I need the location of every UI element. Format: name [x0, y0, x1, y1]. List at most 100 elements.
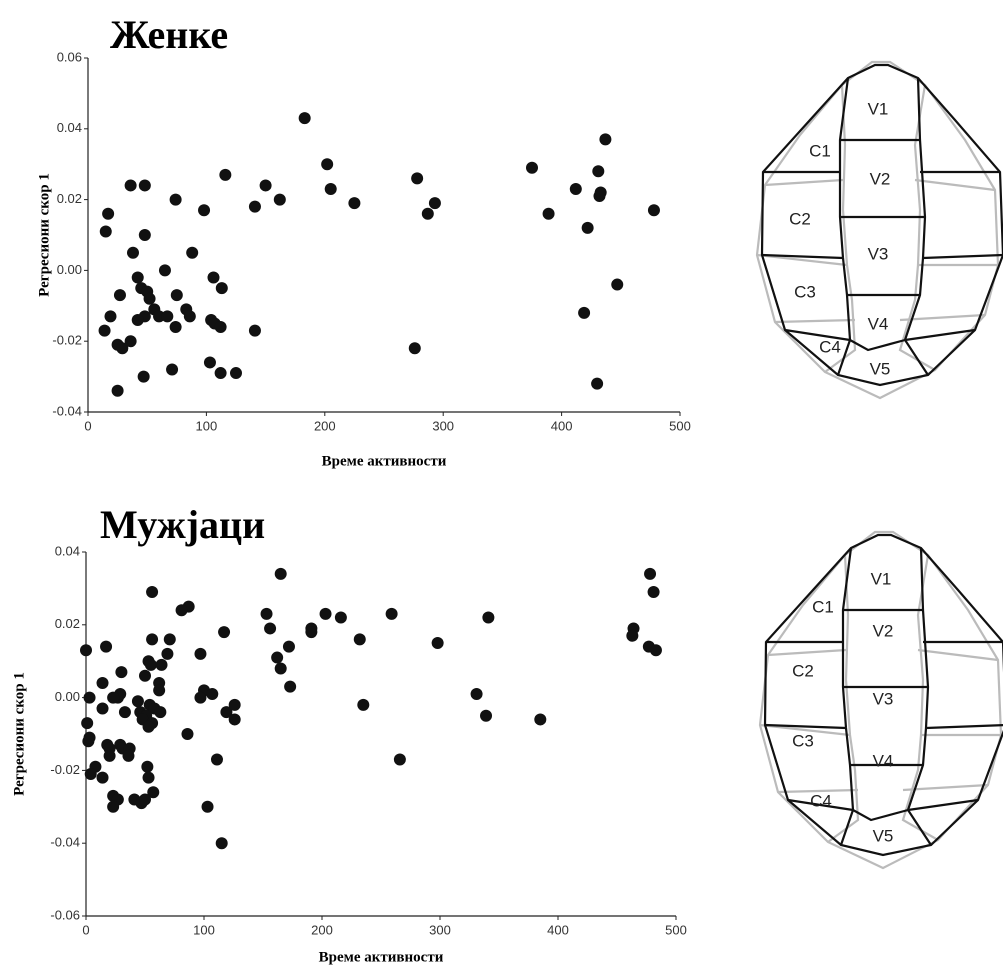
- data-point: [184, 310, 196, 322]
- data-point: [154, 706, 166, 718]
- scute-label: C1: [809, 141, 831, 160]
- x-axis-label: Време активности: [319, 949, 444, 965]
- data-point: [595, 187, 607, 199]
- x-tick-label: 400: [547, 922, 569, 937]
- y-tick-label: 0.04: [55, 543, 80, 558]
- scute-label: V3: [873, 689, 894, 708]
- chart-title: Женке: [110, 12, 228, 57]
- data-point: [264, 622, 276, 634]
- x-tick-label: 100: [193, 922, 215, 937]
- data-point: [648, 204, 660, 216]
- scute-label: C4: [819, 337, 841, 356]
- data-point: [611, 279, 623, 291]
- data-point: [626, 630, 638, 642]
- data-point: [145, 659, 157, 671]
- data-point: [526, 162, 538, 174]
- data-point: [170, 194, 182, 206]
- data-point: [216, 837, 228, 849]
- x-tick-label: 200: [314, 418, 336, 433]
- scute-label: C1: [812, 597, 834, 616]
- data-point: [208, 271, 220, 283]
- y-tick-label: -0.04: [52, 403, 82, 418]
- scute-label: V4: [868, 314, 889, 333]
- data-point: [249, 201, 261, 213]
- data-point: [582, 222, 594, 234]
- data-point: [161, 648, 173, 660]
- data-point: [97, 703, 109, 715]
- data-point: [84, 732, 96, 744]
- data-point: [534, 713, 546, 725]
- data-point: [261, 608, 273, 620]
- x-tick-label: 300: [429, 922, 451, 937]
- data-point: [570, 183, 582, 195]
- scute-label: V1: [868, 99, 889, 118]
- data-point: [229, 713, 241, 725]
- data-point: [143, 721, 155, 733]
- data-point: [112, 385, 124, 397]
- data-point: [161, 310, 173, 322]
- data-point: [429, 197, 441, 209]
- scute-label: C3: [794, 282, 816, 301]
- data-point: [99, 325, 111, 337]
- data-point: [216, 282, 228, 294]
- data-point: [305, 626, 317, 638]
- data-point: [249, 325, 261, 337]
- y-tick-label: 0.00: [55, 689, 80, 704]
- data-point: [170, 321, 182, 333]
- data-point: [132, 271, 144, 283]
- data-point: [159, 264, 171, 276]
- y-tick-label: 0.00: [57, 262, 82, 277]
- data-point: [299, 112, 311, 124]
- data-point: [432, 637, 444, 649]
- scute-label: V2: [870, 169, 891, 188]
- data-point: [325, 183, 337, 195]
- data-point: [139, 179, 151, 191]
- data-point: [194, 692, 206, 704]
- x-axis-label: Време активности: [322, 453, 447, 469]
- data-point: [599, 133, 611, 145]
- data-point: [171, 289, 183, 301]
- data-point: [107, 801, 119, 813]
- data-point: [85, 768, 97, 780]
- data-point: [275, 568, 287, 580]
- data-point: [648, 586, 660, 598]
- data-point: [139, 794, 151, 806]
- data-point: [283, 641, 295, 653]
- x-tick-label: 200: [311, 922, 333, 937]
- data-point: [218, 626, 230, 638]
- data-point: [144, 293, 156, 305]
- data-point: [146, 586, 158, 598]
- data-point: [274, 194, 286, 206]
- data-point: [260, 179, 272, 191]
- data-point: [125, 179, 137, 191]
- x-tick-label: 300: [432, 418, 454, 433]
- data-point: [591, 378, 603, 390]
- data-point: [198, 204, 210, 216]
- data-point: [321, 158, 333, 170]
- y-tick-label: -0.04: [50, 835, 80, 850]
- data-point: [104, 750, 116, 762]
- y-axis-label: Регресиони скор 1: [36, 173, 52, 297]
- data-point: [592, 165, 604, 177]
- data-point: [141, 761, 153, 773]
- data-point: [97, 772, 109, 784]
- data-point: [219, 169, 231, 181]
- x-tick-label: 0: [82, 922, 89, 937]
- data-point: [194, 648, 206, 660]
- scute-label: V5: [873, 826, 894, 845]
- y-tick-label: 0.02: [55, 616, 80, 631]
- data-point: [100, 641, 112, 653]
- data-point: [132, 314, 144, 326]
- data-point: [138, 371, 150, 383]
- data-point: [166, 364, 178, 376]
- data-point: [107, 692, 119, 704]
- data-point: [230, 367, 242, 379]
- scute-label: C3: [792, 731, 814, 750]
- data-point: [409, 342, 421, 354]
- data-point: [81, 717, 93, 729]
- data-point: [127, 247, 139, 259]
- data-point: [164, 633, 176, 645]
- data-point: [644, 568, 656, 580]
- scute-label: V5: [870, 359, 891, 378]
- data-point: [122, 750, 134, 762]
